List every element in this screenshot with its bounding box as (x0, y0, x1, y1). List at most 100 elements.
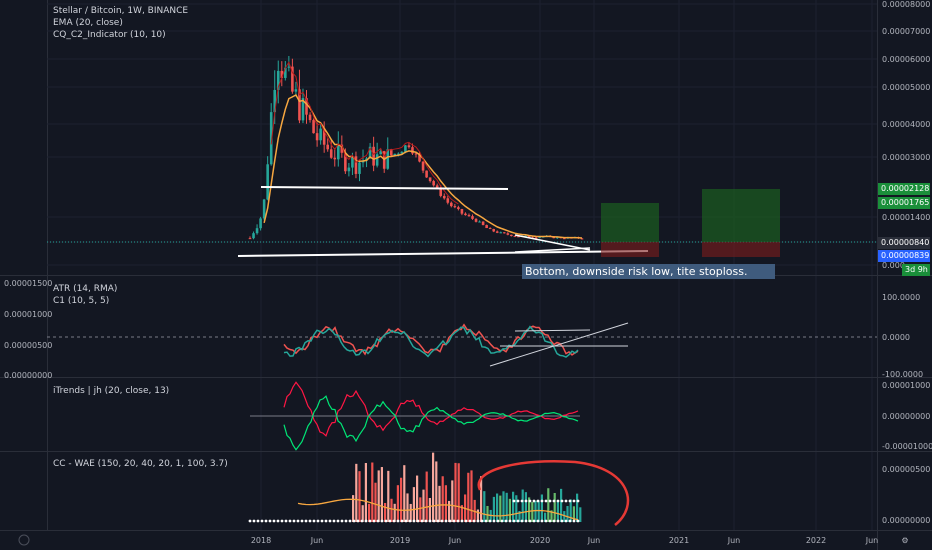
wae-bar (467, 472, 470, 522)
wae-bar (544, 512, 547, 522)
atr-legend[interactable]: ATR (14, RMA) (53, 284, 118, 294)
wae-deadzone-dot (528, 499, 532, 503)
wae-deadzone-dot (400, 519, 404, 523)
wae-deadzone-dot (420, 519, 424, 523)
wae-bar (448, 500, 451, 522)
symbol-legend[interactable]: Stellar / Bitcoin, 1W, BINANCE (53, 6, 189, 16)
wae-deadzone-dot (388, 519, 392, 523)
candle-body (379, 151, 382, 155)
wae-bar (374, 482, 377, 522)
wae-deadzone-dot (536, 519, 540, 523)
wae-bar (409, 503, 412, 522)
wae-deadzone-dot (372, 519, 376, 523)
wae-bar (412, 487, 415, 522)
candle-body (368, 146, 372, 159)
wae-deadzone-dot (556, 519, 560, 523)
wae-deadzone-dot (448, 519, 452, 523)
wae-bar (352, 495, 355, 522)
ema-legend[interactable]: EMA (20, close) (53, 18, 123, 28)
wae-deadzone-dot (512, 519, 516, 523)
wae-deadzone-dot (248, 519, 252, 523)
wae-bar (368, 503, 371, 522)
candle-body (538, 236, 541, 238)
wae-deadzone-dot (572, 499, 576, 503)
wae-deadzone-dot (552, 519, 556, 523)
candle-body (488, 228, 492, 230)
wae-deadzone-dot (568, 499, 572, 503)
candle-body (312, 120, 315, 134)
candle-body (485, 225, 488, 229)
wae-bar (384, 502, 387, 522)
candle-body (273, 89, 277, 113)
wae-deadzone-dot (492, 519, 496, 523)
wae-bar (505, 492, 508, 522)
wae-deadzone-dot (560, 499, 564, 503)
x-tick-label: Jun (448, 536, 462, 545)
wae-deadzone-dot (316, 519, 320, 523)
wae-bar (371, 462, 374, 522)
wae-deadzone-dot (340, 519, 344, 523)
wae-bar (438, 485, 441, 522)
c1-legend[interactable]: C1 (10, 5, 5) (53, 296, 110, 306)
wae-deadzone-dot (540, 499, 544, 503)
wae-deadzone-dot (532, 499, 536, 503)
wae-deadzone-dot (408, 519, 412, 523)
candle-body (386, 149, 390, 169)
wae-bar (518, 510, 521, 522)
wae-deadzone-dot (576, 519, 580, 523)
y-tick-label: 0.0000 (882, 333, 910, 342)
long-position-loss-zone (702, 242, 780, 257)
candle-body (471, 216, 474, 219)
wae-deadzone-dot (468, 519, 472, 523)
wae-deadzone-dot (344, 519, 348, 523)
wae-bar (480, 476, 483, 522)
candle-body (510, 234, 513, 237)
wae-bar (396, 485, 399, 522)
wae-deadzone-dot (264, 519, 268, 523)
candle-body (478, 221, 481, 223)
wae-bar (508, 498, 511, 522)
candle-body (315, 133, 319, 141)
wae-deadzone-dot (396, 519, 400, 523)
wae-deadzone-dot (416, 519, 420, 523)
y-tick-label-left: 0.00001000 (4, 310, 52, 319)
y-tick-label: 0.00000000 (882, 412, 930, 421)
candle-body (280, 70, 284, 78)
candle-body (333, 157, 337, 160)
y-tick-label: 0.00004000 (882, 120, 930, 129)
candle-body (287, 66, 291, 68)
wae-deadzone-dot (328, 519, 332, 523)
wae-legend[interactable]: CC - WAE (150, 20, 40, 20, 1, 100, 3.7) (53, 459, 228, 469)
x-tick-label: 2020 (530, 536, 550, 545)
wae-deadzone-dot (256, 519, 260, 523)
wae-deadzone-dot (348, 519, 352, 523)
c1-green-line (283, 325, 579, 358)
cq-legend[interactable]: CQ_C2_Indicator (10, 10) (53, 30, 166, 40)
wae-bar (537, 501, 540, 522)
candle-body (255, 228, 259, 234)
wae-deadzone-dot (308, 519, 312, 523)
wae-deadzone-dot (460, 519, 464, 523)
candle-body (418, 154, 421, 162)
wae-deadzone-dot (536, 499, 540, 503)
itrends-legend[interactable]: iTrends | jh (20, close, 13) (53, 386, 170, 396)
candle-body (305, 98, 308, 115)
wae-deadzone-dot (452, 519, 456, 523)
candle-body (495, 231, 499, 233)
wae-deadzone-dot (520, 519, 524, 523)
wae-bar (515, 495, 518, 522)
wae-deadzone-dot (564, 519, 568, 523)
candle-body (435, 185, 439, 188)
candle-body (432, 181, 435, 186)
wae-deadzone-dot (544, 499, 548, 503)
candle-body (354, 156, 358, 174)
candle-body (506, 233, 510, 235)
chart-annotation[interactable]: Bottom, downside risk low, tite stoploss… (522, 264, 775, 279)
wae-deadzone-dot (268, 519, 272, 523)
wae-deadzone-dot (472, 519, 476, 523)
tp2-price-tag: 0.00001765 (878, 197, 930, 209)
candle-body (301, 98, 305, 121)
wae-deadzone-dot (280, 519, 284, 523)
wae-bar (563, 511, 566, 522)
